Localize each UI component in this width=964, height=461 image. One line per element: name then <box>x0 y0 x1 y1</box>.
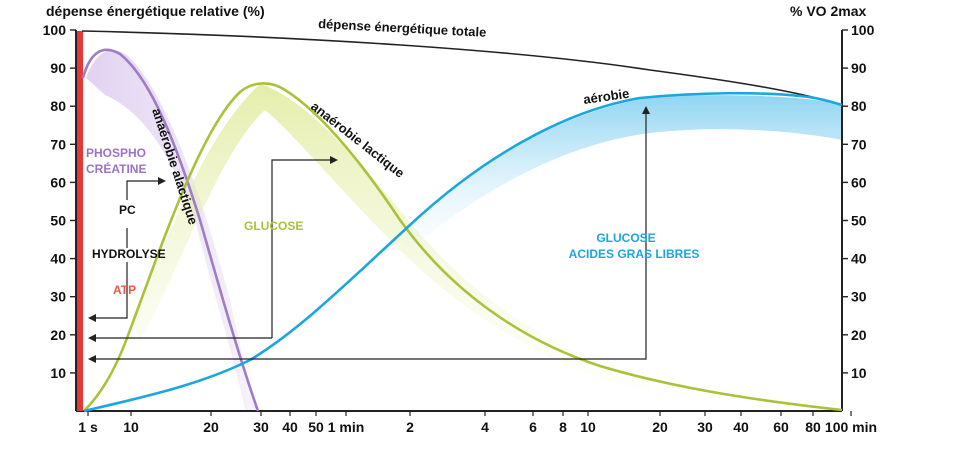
y-tick-left-label: 10 <box>50 365 66 381</box>
y-tick-right-label: 10 <box>851 365 867 381</box>
x-tick-label: 1 s <box>78 419 98 435</box>
label-glucose-aerobic: GLUCOSE <box>596 231 655 245</box>
x-tick-label: 20 <box>652 419 668 435</box>
arrow-head-phospho <box>158 177 166 185</box>
x-tick-label: 60 <box>773 419 789 435</box>
y-tick-right-label: 20 <box>851 327 867 343</box>
label-pc: PC <box>119 203 136 217</box>
aerobic-shaded-band <box>400 95 842 250</box>
x-tick-label: 100 min <box>825 419 877 435</box>
atp-column <box>77 31 83 411</box>
arrow-head-aerobic-up <box>642 106 650 114</box>
y-tick-left-label: 50 <box>50 213 66 229</box>
curve-anaerobic-lactic <box>83 82 843 412</box>
arrow-head-glucose-left <box>88 334 96 342</box>
label-total-expenditure: dépense énergétique totale <box>318 16 487 40</box>
arrow-head-aerobic-left <box>88 355 96 363</box>
curve-aerobic <box>83 91 843 413</box>
y-tick-left-label: 60 <box>50 174 66 190</box>
phospho-shaded-band <box>86 50 258 411</box>
connector-glucose <box>92 159 332 339</box>
y-tick-right-label: 30 <box>851 289 867 305</box>
x-tick-label: 80 <box>805 419 821 435</box>
label-creatine: CRÉATINE <box>86 161 146 176</box>
connector-phospho <box>92 180 160 319</box>
x-tick-label: 2 <box>406 419 414 435</box>
arrow-head-atp <box>88 314 96 322</box>
y-tick-right-label: 40 <box>851 251 867 267</box>
lactic-shaded-band <box>130 84 650 392</box>
label-hydrolyse: HYDROLYSE <box>92 247 166 261</box>
x-tick-label: 1 min <box>328 419 365 435</box>
left-axis-title: dépense énergétique relative (%) <box>46 3 265 19</box>
x-tick-label: 40 <box>282 419 298 435</box>
y-tick-left-label: 90 <box>50 60 66 76</box>
arrow-head-glucose-up <box>330 156 338 164</box>
y-tick-right-label: 100 <box>851 22 875 38</box>
y-tick-left-label: 30 <box>50 289 66 305</box>
label-glucose: GLUCOSE <box>244 219 303 233</box>
label-phospho: PHOSPHO <box>86 146 146 160</box>
x-tick-label: 10 <box>123 419 139 435</box>
y-tick-right-label: 90 <box>851 60 867 76</box>
label-aerobic: aérobie <box>582 86 630 107</box>
y-tick-left-label: 70 <box>50 136 66 152</box>
x-tick-label: 20 <box>203 419 219 435</box>
y-tick-left-label: 40 <box>50 251 66 267</box>
x-tick-label: 4 <box>481 419 489 435</box>
y-tick-right-label: 50 <box>851 213 867 229</box>
x-tick-label: 40 <box>733 419 749 435</box>
x-tick-label: 6 <box>529 419 537 435</box>
y-tick-right-label: 70 <box>851 136 867 152</box>
y-tick-right-label: 80 <box>851 98 867 114</box>
label-atp: ATP <box>113 283 136 297</box>
curve-total-expenditure <box>81 30 843 106</box>
curve-anaerobic-alactic <box>81 48 260 412</box>
right-axis-title: % VO 2max <box>790 3 867 19</box>
y-tick-right-label: 60 <box>851 174 867 190</box>
x-tick-label: 30 <box>253 419 269 435</box>
x-tick-label: 10 <box>580 419 596 435</box>
x-tick-label: 50 <box>308 419 324 435</box>
y-tick-left-label: 100 <box>43 22 67 38</box>
y-tick-left-label: 80 <box>50 98 66 114</box>
x-tick-label: 30 <box>697 419 713 435</box>
connector-aerobic <box>92 112 647 360</box>
x-tick-label: 8 <box>559 419 567 435</box>
y-tick-left-label: 20 <box>50 327 66 343</box>
label-free-fatty-acids: ACIDES GRAS LIBRES <box>569 247 700 261</box>
